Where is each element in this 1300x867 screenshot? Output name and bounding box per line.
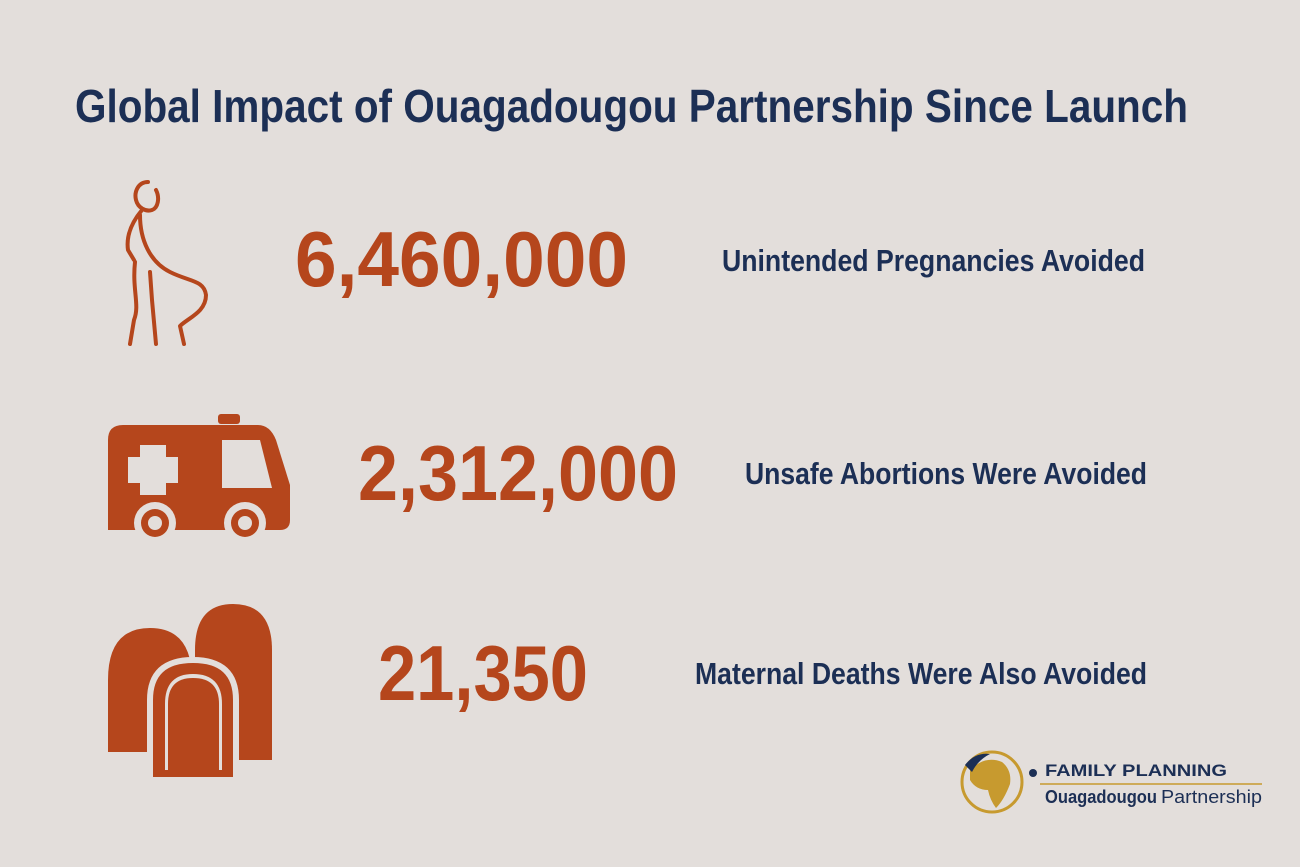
pregnancy-icon [125,180,208,346]
stat-value: 6,460,000 [295,215,628,303]
stat-value: 2,312,000 [358,429,678,517]
icon-shape [148,516,162,530]
logo-line1: FAMILY PLANNING [1045,761,1227,780]
icon-shape [125,180,208,346]
title: Global Impact of Ouagadougou Partnership… [75,80,1188,132]
logo-line2: Partnership [1161,787,1262,807]
logo-swoosh [965,753,990,772]
icon-shape [174,696,210,704]
logo-line2-bold: Ouagadougou [1045,787,1157,807]
stat-label: Maternal Deaths Were Also Avoided [695,656,1147,691]
stat-label: Unintended Pregnancies Avoided [722,243,1145,278]
icon-shape [218,414,240,424]
logo: FAMILY PLANNING Ouagadougou Partnership [960,750,1262,814]
stat-value: 21,350 [378,629,588,717]
logo-africa [970,759,1011,808]
stat-label: Unsafe Abortions Were Avoided [745,456,1147,491]
icon-shape [128,457,178,483]
logo-dot [1029,769,1037,777]
logo-ring [960,750,1024,814]
grave-icon [108,604,272,783]
icon-shape [238,516,252,530]
icon-shape [188,683,196,731]
icon-shape [222,440,272,488]
ambulance-icon [108,414,290,544]
